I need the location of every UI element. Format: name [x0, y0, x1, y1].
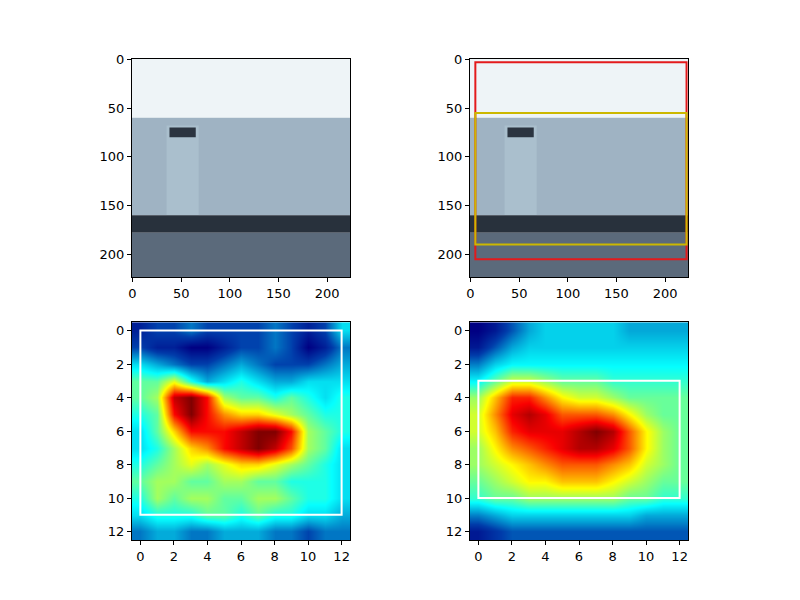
- svg-text:10: 10: [300, 549, 317, 564]
- svg-text:0: 0: [116, 323, 124, 338]
- svg-text:50: 50: [108, 101, 125, 116]
- svg-text:10: 10: [638, 549, 655, 564]
- svg-text:150: 150: [604, 286, 629, 301]
- svg-text:150: 150: [438, 198, 463, 213]
- svg-text:0: 0: [454, 52, 462, 67]
- svg-text:0: 0: [466, 286, 474, 301]
- svg-text:200: 200: [438, 247, 463, 262]
- svg-text:200: 200: [100, 247, 125, 262]
- svg-text:4: 4: [116, 390, 124, 405]
- svg-text:50: 50: [446, 101, 463, 116]
- svg-text:2: 2: [508, 549, 516, 564]
- svg-text:200: 200: [653, 286, 678, 301]
- svg-text:2: 2: [170, 549, 178, 564]
- svg-text:150: 150: [100, 198, 125, 213]
- svg-text:6: 6: [116, 424, 124, 439]
- svg-text:12: 12: [446, 524, 463, 539]
- svg-text:10: 10: [446, 491, 463, 506]
- svg-text:0: 0: [116, 52, 124, 67]
- svg-text:100: 100: [438, 149, 463, 164]
- svg-text:8: 8: [454, 457, 462, 472]
- svg-text:50: 50: [511, 286, 528, 301]
- svg-text:0: 0: [454, 323, 462, 338]
- svg-text:150: 150: [266, 286, 291, 301]
- svg-text:2: 2: [454, 357, 462, 372]
- svg-text:6: 6: [454, 424, 462, 439]
- svg-text:10: 10: [108, 491, 125, 506]
- svg-text:2: 2: [116, 357, 124, 372]
- svg-text:0: 0: [136, 549, 144, 564]
- svg-text:50: 50: [173, 286, 190, 301]
- svg-text:0: 0: [128, 286, 136, 301]
- svg-text:0: 0: [474, 549, 482, 564]
- svg-text:100: 100: [100, 149, 125, 164]
- svg-text:4: 4: [203, 549, 211, 564]
- svg-text:4: 4: [454, 390, 462, 405]
- svg-text:100: 100: [555, 286, 580, 301]
- svg-text:100: 100: [217, 286, 242, 301]
- svg-text:12: 12: [671, 549, 688, 564]
- svg-text:6: 6: [575, 549, 583, 564]
- svg-text:4: 4: [541, 549, 549, 564]
- svg-text:200: 200: [315, 286, 340, 301]
- svg-text:12: 12: [333, 549, 350, 564]
- svg-text:8: 8: [608, 549, 616, 564]
- svg-text:8: 8: [270, 549, 278, 564]
- svg-text:12: 12: [108, 524, 125, 539]
- svg-text:8: 8: [116, 457, 124, 472]
- svg-text:6: 6: [237, 549, 245, 564]
